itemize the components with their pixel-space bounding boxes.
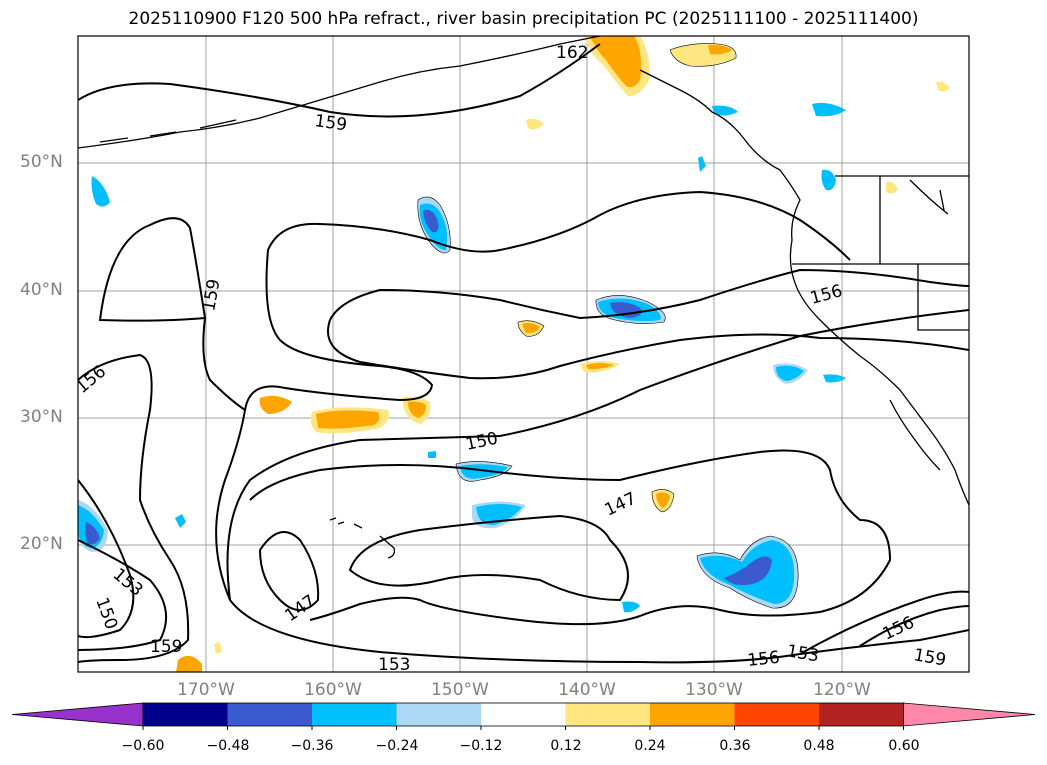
lon-label: 160°W [304, 680, 362, 700]
contour-label: 153 [785, 641, 820, 666]
colorbar-tick: 0.48 [803, 738, 835, 754]
contour-label: 159 [199, 277, 224, 312]
colorbar-tick: −0.48 [206, 738, 250, 754]
contour-label: 150 [91, 595, 121, 632]
lon-label: 150°W [431, 680, 489, 700]
contour-label: 156 [880, 613, 918, 645]
gridlines [78, 36, 969, 672]
lon-label: 130°W [685, 680, 743, 700]
contour-label: 150 [464, 429, 500, 455]
contour-label: 156 [808, 281, 845, 309]
lat-label: 30°N [20, 407, 63, 427]
colorbar-tick: 0.60 [888, 738, 920, 754]
lat-label: 20°N [20, 534, 63, 554]
contour-label: 159 [912, 645, 947, 670]
colorbar-tick: −0.12 [459, 738, 503, 754]
map-frame [77, 35, 970, 673]
refractivity-contours [78, 43, 969, 664]
contour-label: 147 [281, 591, 319, 626]
contour-label: 153 [378, 655, 410, 675]
colorbar-tick: 0.24 [634, 738, 666, 754]
lon-label: 120°W [813, 680, 871, 700]
colorbar-tick: −0.60 [121, 738, 165, 754]
contour-label: 147 [602, 489, 640, 521]
lon-label: 140°W [558, 680, 616, 700]
lon-label: 170°W [177, 680, 235, 700]
colorbar-tick: 0.36 [719, 738, 751, 754]
coastlines [78, 36, 969, 559]
map-title: 2025110900 F120 500 hPa refract., river … [128, 9, 919, 29]
contour-label: 159 [150, 637, 182, 657]
lat-label: 40°N [20, 280, 63, 300]
contour-label: 153 [109, 565, 147, 601]
contour-label: 156 [746, 648, 780, 671]
colorbar-tick: −0.24 [375, 738, 419, 754]
colorbar-tick: −0.36 [290, 738, 334, 754]
lat-label: 50°N [20, 152, 63, 172]
contour-label: 162 [556, 43, 588, 63]
contour-label: 159 [313, 111, 348, 135]
precip-shading [78, 36, 950, 672]
colorbar-tick: 0.12 [550, 738, 582, 754]
